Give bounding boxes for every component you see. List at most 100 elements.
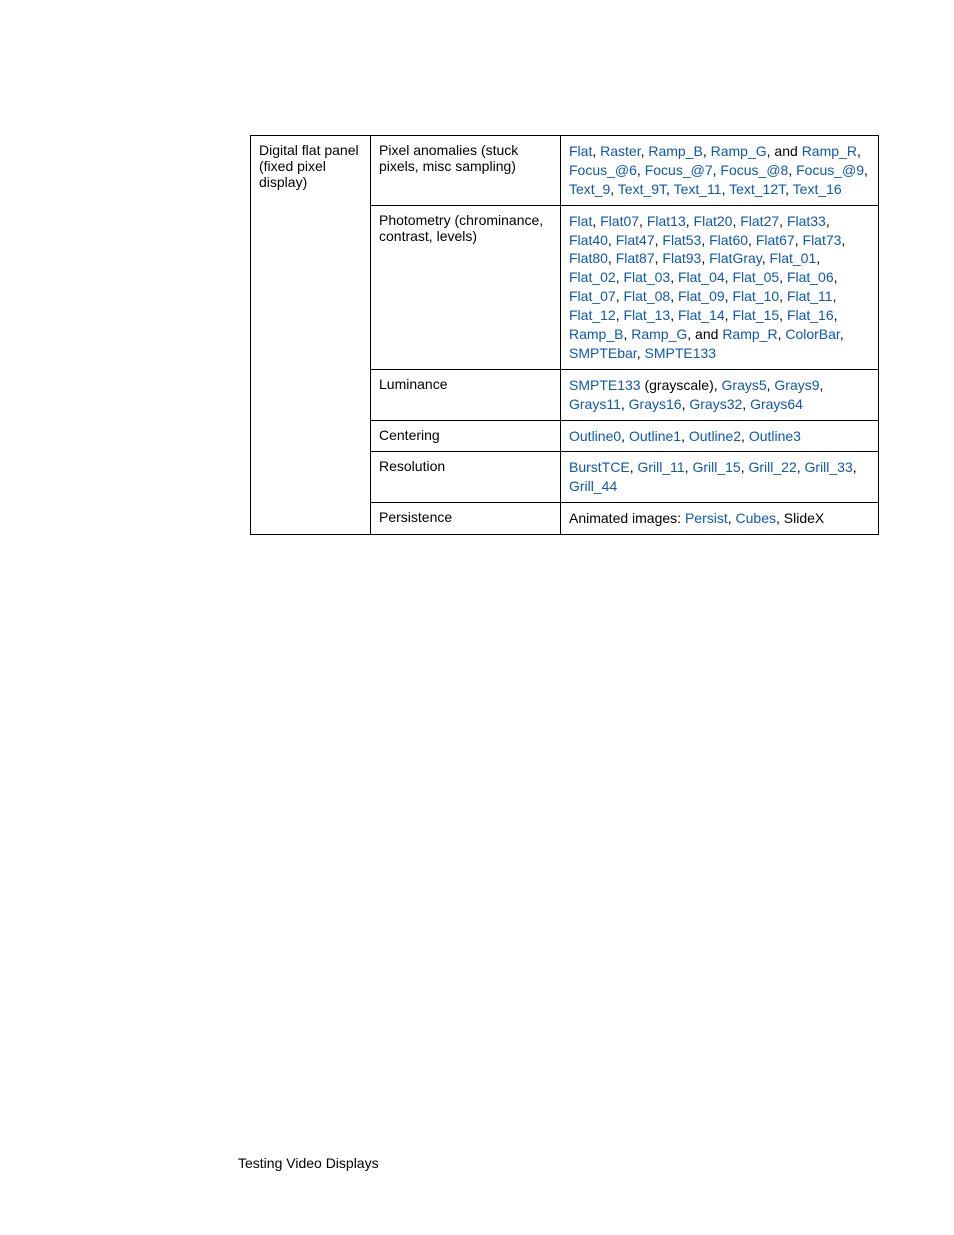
pattern-link[interactable]: Text_12T <box>729 181 785 197</box>
separator-text: , <box>840 326 844 342</box>
pattern-link[interactable]: Ramp_R <box>722 326 777 342</box>
pattern-link[interactable]: Flat93 <box>662 250 701 266</box>
pattern-link[interactable]: Flat53 <box>662 232 701 248</box>
separator-text: , <box>779 307 787 323</box>
pattern-link[interactable]: Text_11 <box>674 181 722 197</box>
pattern-link[interactable]: SMPTE133 <box>569 377 641 393</box>
pattern-link[interactable]: Outline2 <box>689 428 741 444</box>
pattern-link[interactable]: Focus_@6 <box>569 162 637 178</box>
pattern-link[interactable]: ColorBar <box>785 326 839 342</box>
footer-text: Testing Video Displays <box>238 1155 379 1171</box>
pattern-link[interactable]: Persist <box>685 510 728 526</box>
pattern-link[interactable]: Flat27 <box>740 213 779 229</box>
pattern-link[interactable]: FlatGray <box>709 250 762 266</box>
pattern-link[interactable]: Flat87 <box>616 250 655 266</box>
pattern-link[interactable]: Flat_06 <box>787 269 834 285</box>
pattern-link[interactable]: Focus_@9 <box>796 162 864 178</box>
pattern-link[interactable]: Flat_07 <box>569 288 616 304</box>
pattern-link[interactable]: Text_16 <box>793 181 842 197</box>
pattern-link[interactable]: Grays16 <box>629 396 682 412</box>
pattern-link[interactable]: Ramp_G <box>631 326 687 342</box>
pattern-link[interactable]: Cubes <box>736 510 776 526</box>
pattern-link[interactable]: Grill_15 <box>692 459 740 475</box>
separator-text: , <box>666 181 674 197</box>
test-patterns-cell: SMPTE133 (grayscale), Grays5, Grays9, Gr… <box>561 369 879 420</box>
pattern-link[interactable]: Ramp_B <box>648 143 702 159</box>
test-name-cell: Persistence <box>371 503 561 535</box>
separator-text: Animated images: <box>569 510 685 526</box>
pattern-link[interactable]: Grill_44 <box>569 478 617 494</box>
pattern-link[interactable]: Flat_01 <box>770 250 817 266</box>
pattern-link[interactable]: Grays32 <box>689 396 742 412</box>
separator-text: , <box>788 162 796 178</box>
pattern-link[interactable]: Flat33 <box>787 213 826 229</box>
pattern-link[interactable]: SMPTE133 <box>644 345 716 361</box>
separator-text: , <box>592 143 600 159</box>
pattern-link[interactable]: Grill_22 <box>748 459 796 475</box>
test-name-cell: Pixel anomalies (stuck pixels, misc samp… <box>371 136 561 206</box>
pattern-link[interactable]: Flat_08 <box>623 288 670 304</box>
pattern-link[interactable]: Flat_11 <box>787 288 833 304</box>
pattern-link[interactable]: Grays11 <box>569 396 621 412</box>
separator-text: , <box>742 396 750 412</box>
pattern-link[interactable]: Ramp_R <box>802 143 857 159</box>
pattern-link[interactable]: Ramp_B <box>569 326 623 342</box>
pattern-link[interactable]: Flat_05 <box>732 269 779 285</box>
pattern-link[interactable]: Flat40 <box>569 232 608 248</box>
separator-text: , <box>779 269 787 285</box>
pattern-link[interactable]: Flat_10 <box>732 288 779 304</box>
pattern-link[interactable]: Flat_04 <box>678 269 725 285</box>
separator-text: , <box>670 307 678 323</box>
pattern-link[interactable]: Grays5 <box>722 377 767 393</box>
separator-text: , <box>834 307 838 323</box>
pattern-link[interactable]: Flat_12 <box>569 307 616 323</box>
pattern-link[interactable]: Flat67 <box>756 232 795 248</box>
pattern-link[interactable]: Flat_14 <box>678 307 725 323</box>
separator-text: , <box>701 232 709 248</box>
separator-text: , <box>857 143 861 159</box>
test-patterns-cell: Outline0, Outline1, Outline2, Outline3 <box>561 420 879 452</box>
pattern-link[interactable]: Flat_02 <box>569 269 616 285</box>
pattern-link[interactable]: Flat73 <box>803 232 842 248</box>
separator-text: , <box>833 288 837 304</box>
test-patterns-cell: Flat, Raster, Ramp_B, Ramp_G, and Ramp_R… <box>561 136 879 206</box>
pattern-link[interactable]: Focus_@7 <box>645 162 713 178</box>
pattern-link[interactable]: Flat_03 <box>623 269 670 285</box>
pattern-link[interactable]: Flat47 <box>616 232 655 248</box>
separator-text: , <box>816 250 820 266</box>
pattern-link[interactable]: Grays64 <box>750 396 803 412</box>
pattern-link[interactable]: Outline3 <box>749 428 801 444</box>
separator-text: , and <box>687 326 722 342</box>
separator-text: , <box>670 288 678 304</box>
pattern-link[interactable]: SMPTEbar <box>569 345 637 361</box>
separator-text: , <box>670 269 678 285</box>
pattern-link[interactable]: Flat_13 <box>623 307 670 323</box>
pattern-link[interactable]: BurstTCE <box>569 459 630 475</box>
separator-text: , <box>728 510 736 526</box>
separator-text: , <box>701 250 709 266</box>
separator-text: , <box>686 213 694 229</box>
pattern-link[interactable]: Flat_15 <box>732 307 779 323</box>
pattern-link[interactable]: Flat <box>569 213 592 229</box>
pattern-link[interactable]: Grill_11 <box>637 459 684 475</box>
pattern-link[interactable]: Ramp_G <box>711 143 767 159</box>
pattern-link[interactable]: Grays9 <box>774 377 819 393</box>
pattern-link[interactable]: Outline1 <box>629 428 681 444</box>
pattern-link[interactable]: Flat60 <box>709 232 748 248</box>
pattern-link[interactable]: Text_9T <box>618 181 666 197</box>
test-patterns-cell: Flat, Flat07, Flat13, Flat20, Flat27, Fl… <box>561 205 879 369</box>
pattern-link[interactable]: Raster <box>600 143 640 159</box>
pattern-link[interactable]: Outline0 <box>569 428 621 444</box>
separator-text: , <box>762 250 770 266</box>
pattern-link[interactable]: Flat13 <box>647 213 686 229</box>
pattern-link[interactable]: Grill_33 <box>805 459 853 475</box>
separator-text: , <box>826 213 830 229</box>
pattern-link[interactable]: Text_9 <box>569 181 610 197</box>
pattern-link[interactable]: Flat <box>569 143 592 159</box>
pattern-link[interactable]: Flat07 <box>600 213 639 229</box>
pattern-link[interactable]: Flat20 <box>694 213 733 229</box>
pattern-link[interactable]: Flat80 <box>569 250 608 266</box>
pattern-link[interactable]: Focus_@8 <box>720 162 788 178</box>
pattern-link[interactable]: Flat_09 <box>678 288 725 304</box>
pattern-link[interactable]: Flat_16 <box>787 307 834 323</box>
